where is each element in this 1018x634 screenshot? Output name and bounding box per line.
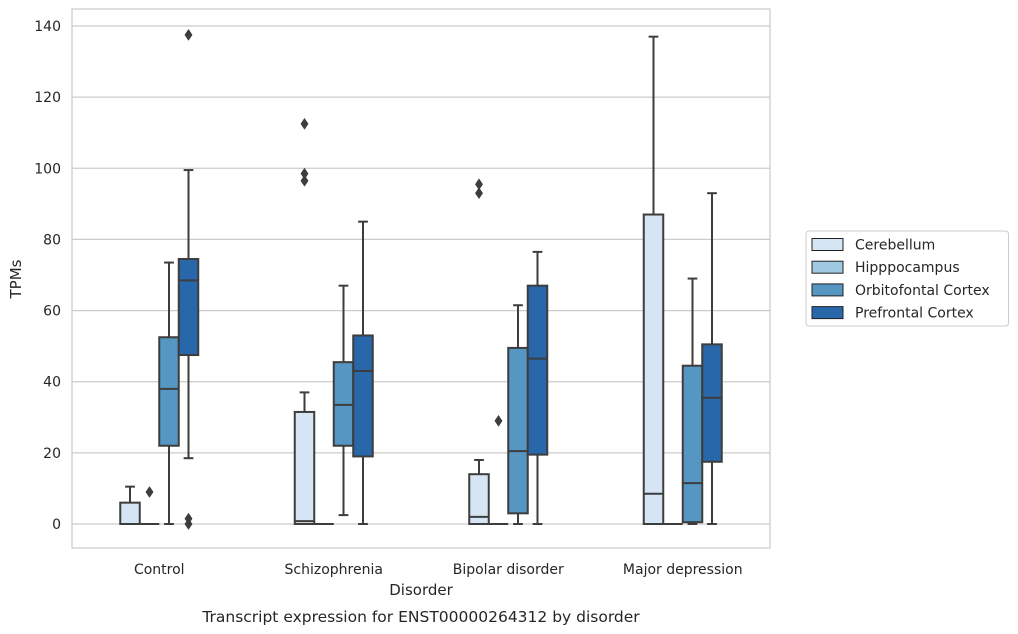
box-body: [119, 501, 141, 525]
box-body: [642, 213, 665, 525]
legend-frame: [805, 230, 1009, 327]
box-body: [293, 410, 316, 526]
box-body: [507, 346, 529, 515]
legend-label: Cerebellum: [855, 238, 935, 254]
legend-swatch: [811, 306, 844, 320]
legend: Cerebellum Hipppocampus Orbitofontal Corte…: [805, 230, 1009, 327]
outlier-point: [300, 117, 309, 130]
y-tick-label: 100: [34, 161, 61, 177]
box: [158, 261, 180, 525]
box: [468, 178, 490, 526]
outlier-point: [494, 414, 503, 427]
box-body: [701, 343, 723, 463]
outlier-point: [300, 174, 309, 187]
box-body: [468, 473, 490, 526]
box: [488, 414, 509, 525]
series-cerebellum: [119, 35, 665, 526]
y-tick-label: 80: [43, 232, 61, 248]
outlier-point: [300, 167, 309, 180]
box: [293, 117, 316, 526]
series-prefrontal-cortex: [177, 28, 723, 530]
legend-label: Orbitofontal Cortex: [855, 283, 990, 299]
x-tick-label: Control: [134, 562, 185, 578]
outlier-point: [145, 486, 154, 498]
y-tick-label: 20: [43, 446, 61, 462]
box: [139, 486, 160, 525]
chart-caption: Transcript expression for ENST0000026431…: [201, 608, 640, 626]
legend-swatch: [811, 283, 844, 297]
y-tick-label: 120: [34, 90, 61, 106]
y-tick-label: 0: [52, 517, 61, 533]
box: [332, 284, 355, 517]
series-hipppocampus: [139, 414, 683, 525]
legend-label: Hipppocampus: [855, 260, 960, 276]
y-tick-labels: 0 20 40 60 80 100 120 140: [34, 19, 61, 533]
outlier-point: [184, 512, 193, 525]
legend-swatch: [811, 260, 844, 274]
box: [526, 250, 549, 525]
box-body: [352, 334, 374, 458]
box-body: [177, 257, 200, 357]
outlier-point: [474, 178, 484, 191]
outlier-point: [474, 187, 484, 200]
x-tick-labels: Control Schizophrenia Bipolar disorder Majo…: [134, 562, 743, 578]
box-body: [681, 364, 704, 524]
x-tick-label: Major depression: [623, 562, 743, 578]
x-tick-label: Schizophrenia: [285, 562, 383, 578]
x-tick-label: Bipolar disorder: [453, 562, 564, 578]
y-tick-label: 40: [43, 375, 61, 391]
x-axis-label: Disorder: [389, 581, 453, 599]
box: [119, 485, 141, 525]
box-body: [158, 336, 180, 447]
y-tick-label: 140: [34, 19, 61, 35]
box: [352, 220, 374, 525]
box-body: [526, 284, 549, 456]
box: [177, 28, 200, 530]
y-tick-label: 60: [43, 304, 61, 320]
plot-border: [71, 8, 771, 549]
legend-label: Prefrontal Cortex: [855, 306, 974, 322]
plot-area: [72, 9, 770, 548]
legend-swatch: [811, 238, 844, 251]
box-series: [119, 28, 723, 530]
box: [701, 192, 723, 525]
box: [642, 35, 665, 525]
y-axis-label: TPMs: [7, 259, 25, 299]
outlier-point: [184, 28, 193, 41]
